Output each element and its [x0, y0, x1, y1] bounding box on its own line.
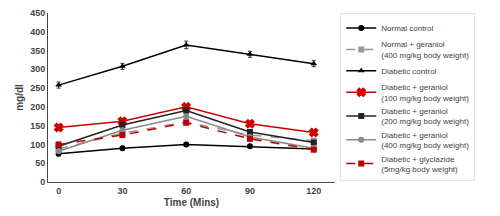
svg-text:250: 250	[30, 83, 45, 93]
svg-text:30: 30	[117, 186, 127, 196]
svg-text:Diabetic + geraniol(100 mg/kg: Diabetic + geraniol(100 mg/kg body weigh…	[381, 83, 469, 102]
svg-text:300: 300	[30, 64, 45, 74]
svg-text:Diabetic + geraniol(200 mg/kg: Diabetic + geraniol(200 mg/kg body weigh…	[381, 107, 469, 126]
svg-text:50: 50	[35, 158, 45, 168]
svg-text:100: 100	[30, 140, 45, 150]
svg-text:Normal + geraniol(400 mg/kg bo: Normal + geraniol(400 mg/kg body weight)	[381, 40, 469, 59]
svg-text:60: 60	[181, 186, 191, 196]
svg-text:0: 0	[40, 177, 45, 187]
svg-text:120: 120	[306, 186, 321, 196]
svg-text:Normal control: Normal control	[381, 24, 433, 33]
svg-text:200: 200	[30, 102, 45, 112]
svg-text:mg/dl: mg/dl	[14, 84, 25, 111]
svg-text:Diabetic control: Diabetic control	[381, 67, 436, 76]
svg-text:90: 90	[245, 186, 255, 196]
svg-text:Diabetic + geraniol(400 mg/kg: Diabetic + geraniol(400 mg/kg body weigh…	[381, 131, 469, 150]
svg-text:450: 450	[30, 8, 45, 18]
svg-text:350: 350	[30, 46, 45, 56]
svg-text:Time (Mins): Time (Mins)	[164, 197, 219, 208]
svg-text:150: 150	[30, 121, 45, 131]
svg-text:400: 400	[30, 27, 45, 37]
svg-text:Diabetic + glyclazide(5mg/kg b: Diabetic + glyclazide(5mg/kg body weight…	[381, 155, 458, 174]
svg-text:0: 0	[56, 186, 61, 196]
